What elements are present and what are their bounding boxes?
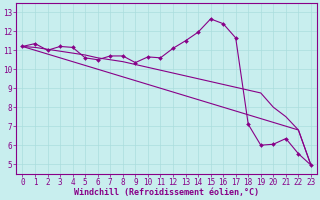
X-axis label: Windchill (Refroidissement éolien,°C): Windchill (Refroidissement éolien,°C): [74, 188, 259, 197]
